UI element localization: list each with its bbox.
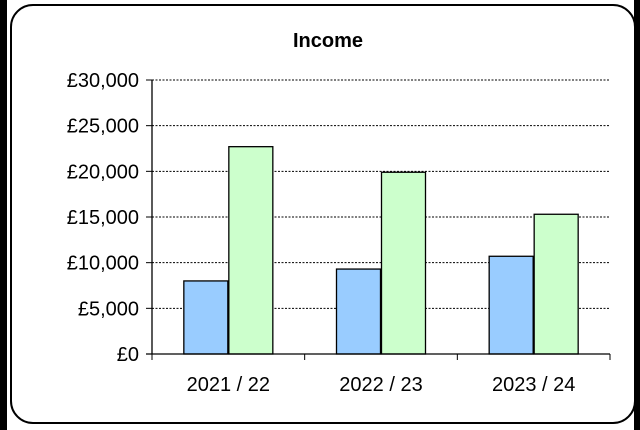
y-tick-label: £10,000	[67, 253, 139, 275]
chart-title: Income	[293, 30, 363, 52]
y-tick-label: £20,000	[67, 161, 139, 183]
bar-series-1	[335, 268, 382, 355]
bar-series-2	[533, 213, 579, 355]
bar-series-1	[488, 255, 534, 355]
x-category-label: 2023 / 24	[492, 374, 575, 396]
bar-series-2	[228, 146, 274, 355]
left-edge-bar	[0, 0, 7, 430]
y-tick-label: £5,000	[78, 298, 139, 320]
y-tick-label: £30,000	[67, 70, 139, 92]
x-category-label: 2022 / 23	[339, 374, 422, 396]
plot-area: £0 £5,000 £10,000 £15,000 £20,000 £25,000 £30,…	[67, 70, 611, 396]
y-tick-label: £25,000	[67, 116, 139, 138]
right-edge-bar	[634, 0, 640, 430]
bar-series-2	[380, 171, 427, 355]
bar-series-1	[183, 280, 229, 355]
x-category-label: 2021 / 22	[187, 374, 270, 396]
y-tick-label: £15,000	[67, 207, 139, 229]
y-tick-label: £0	[117, 344, 139, 366]
